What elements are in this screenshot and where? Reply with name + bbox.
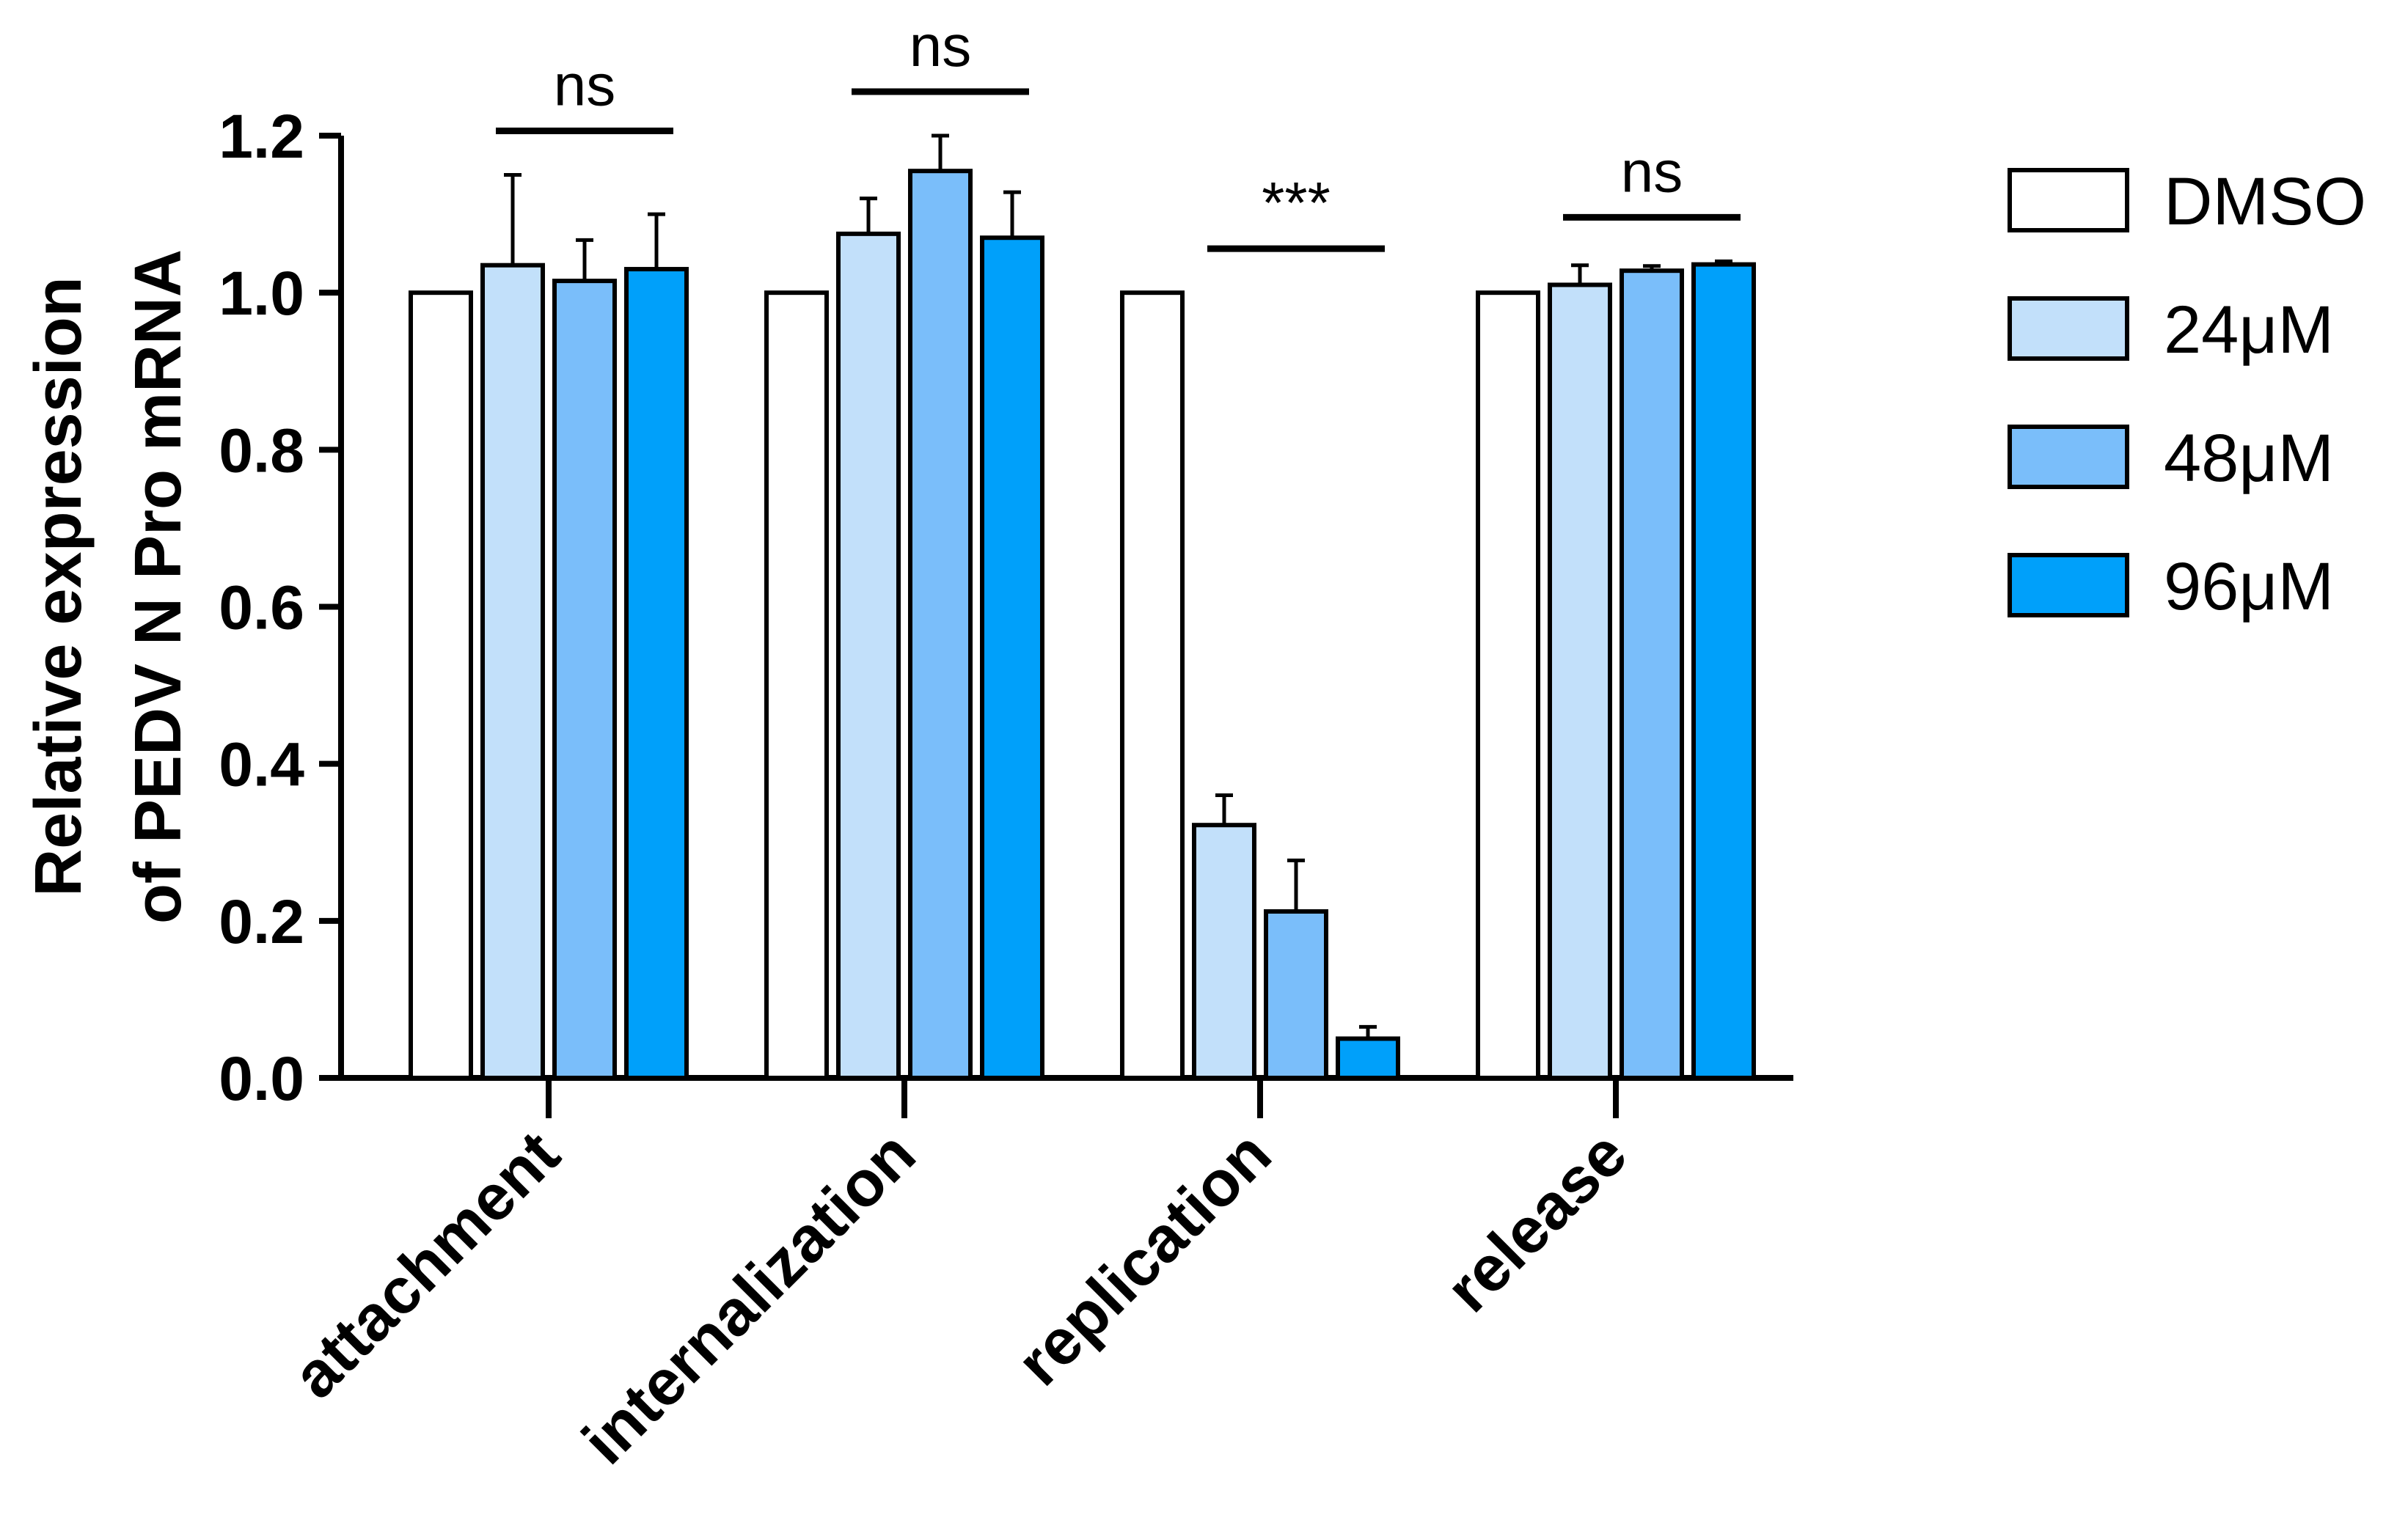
legend-label: DMSO — [2164, 164, 2366, 239]
bar-dmso-attachment — [409, 290, 473, 1081]
legend-swatch-24μM — [2008, 296, 2129, 361]
plot-area: 0.0 0.2 0.4 0.6 0.8 1.0 1.2 attachment ns interna… — [219, 13, 1793, 1478]
x-tick-label-attachment: attachment — [278, 1117, 573, 1412]
bar-dmso-release — [1476, 290, 1540, 1081]
bar-dmso-replication — [1120, 290, 1185, 1081]
y-axis-title-line2: of PEDV N Pro mRNA — [122, 249, 195, 924]
y-tick-label: 1.0 — [219, 259, 304, 328]
legend: DMSO 24μM 48μM 96μM — [2008, 164, 2366, 624]
bar-24m-internalization — [836, 231, 901, 1081]
legend-swatch-DMSO — [2008, 168, 2129, 232]
x-tick-label-replication: replication — [1003, 1117, 1285, 1399]
bar-96m-attachment — [624, 267, 689, 1081]
y-tick-label: 1.2 — [219, 102, 304, 171]
y-tick-label: 0.4 — [219, 730, 304, 799]
bar-24m-release — [1548, 282, 1612, 1080]
significance-label: *** — [1262, 170, 1330, 235]
y-tick-label: 0.2 — [219, 887, 304, 956]
significance-label: ns — [1621, 139, 1683, 204]
y-tick-label: 0.6 — [219, 573, 304, 642]
bar-dmso-internalization — [764, 290, 829, 1081]
significance-label: ns — [554, 53, 616, 118]
legend-label: 48μM — [2164, 421, 2334, 496]
bar-48m-attachment — [552, 279, 617, 1081]
y-tick-label: 0.8 — [219, 416, 304, 485]
y-axis-title: Relative expression of PEDV N Pro mRNA — [22, 249, 195, 924]
bar-24m-replication — [1192, 823, 1256, 1080]
bar-96m-release — [1691, 262, 1756, 1080]
bar-24m-attachment — [480, 263, 545, 1080]
y-axis-title-line1: Relative expression — [22, 276, 95, 896]
bar-48m-replication — [1264, 909, 1328, 1080]
x-tick-label-internalization: internalization — [568, 1117, 929, 1478]
y-tick-label: 0.0 — [219, 1044, 304, 1113]
bar-96m-replication — [1336, 1036, 1400, 1081]
bar-48m-internalization — [908, 169, 973, 1080]
bar-96m-internalization — [980, 235, 1044, 1080]
legend-swatch-96μM — [2008, 553, 2129, 617]
legend-label: 96μM — [2164, 549, 2334, 624]
legend-label: 24μM — [2164, 293, 2334, 367]
x-tick-label-release: release — [1432, 1117, 1641, 1326]
bar-48m-release — [1620, 268, 1684, 1080]
significance-label: ns — [910, 13, 972, 78]
legend-swatch-48μM — [2008, 425, 2129, 489]
